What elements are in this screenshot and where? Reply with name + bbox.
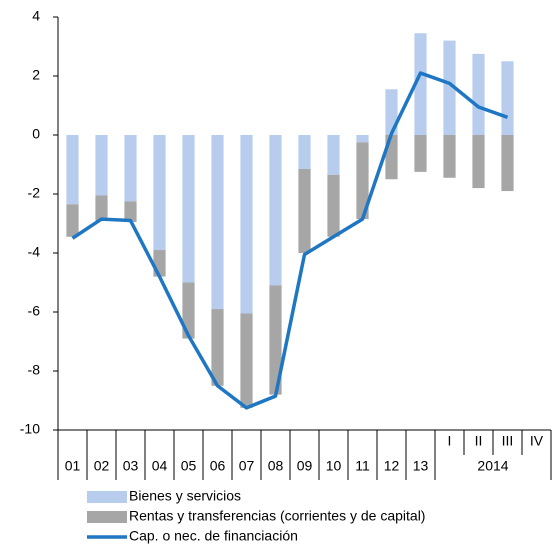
x-group-label: 2014 [477, 458, 508, 474]
bar [356, 142, 369, 220]
x-tick-label: 06 [210, 458, 226, 474]
x-tick-label: IV [530, 433, 544, 449]
y-tick-label: 4 [32, 8, 40, 24]
bar [182, 135, 195, 283]
x-tick-label: 10 [326, 458, 342, 474]
bar [501, 61, 514, 135]
y-tick-label: -10 [20, 421, 40, 437]
bar [472, 53, 485, 135]
y-tick-label: 0 [32, 126, 40, 142]
line [71, 71, 509, 410]
bar [501, 135, 514, 192]
bar [327, 174, 340, 237]
x-tick-label: II [475, 433, 483, 449]
bar [327, 135, 340, 175]
legend-swatch [87, 491, 127, 503]
legend-swatch [87, 511, 127, 523]
bar [95, 135, 108, 196]
bar [472, 135, 485, 189]
bar [298, 168, 311, 253]
bar [269, 285, 282, 395]
bar [269, 135, 282, 286]
bar [211, 135, 224, 310]
x-tick-label: 13 [413, 458, 429, 474]
x-tick-label: 07 [239, 458, 255, 474]
bar [66, 204, 79, 237]
x-tick-label: 02 [94, 458, 110, 474]
x-tick-label: 05 [181, 458, 197, 474]
x-tick-label: III [502, 433, 514, 449]
bar [240, 313, 253, 408]
x-tick-label: 01 [65, 458, 81, 474]
x-tick-label: 03 [123, 458, 139, 474]
bar [153, 135, 166, 251]
legend-label: Bienes y servicios [129, 488, 241, 504]
y-tick-label: 2 [32, 67, 40, 83]
bar [443, 135, 456, 178]
bar [240, 135, 253, 314]
x-tick-label: 04 [152, 458, 168, 474]
x-tick-label: 12 [384, 458, 400, 474]
y-tick-label: -2 [28, 185, 41, 201]
bar [414, 33, 427, 135]
bar [66, 135, 79, 205]
legend-label: Cap. o nec. de financiación [129, 528, 298, 544]
bar [356, 135, 369, 143]
bar [443, 40, 456, 135]
bar [95, 195, 108, 221]
y-tick-label: -4 [28, 244, 41, 260]
x-tick-label: 11 [355, 458, 370, 474]
bar [298, 135, 311, 169]
bar [124, 201, 137, 223]
x-tick-label: 08 [268, 458, 284, 474]
bar [414, 135, 427, 172]
bar [182, 282, 195, 339]
y-tick-label: -6 [28, 303, 41, 319]
x-tick-label: I [448, 433, 452, 449]
y-tick-label: -8 [28, 362, 41, 378]
legend-label: Rentas y transferencias (corrientes y de… [129, 508, 425, 524]
bar [153, 250, 166, 277]
bar [124, 135, 137, 202]
bar [211, 309, 224, 386]
x-tick-label: 09 [297, 458, 313, 474]
